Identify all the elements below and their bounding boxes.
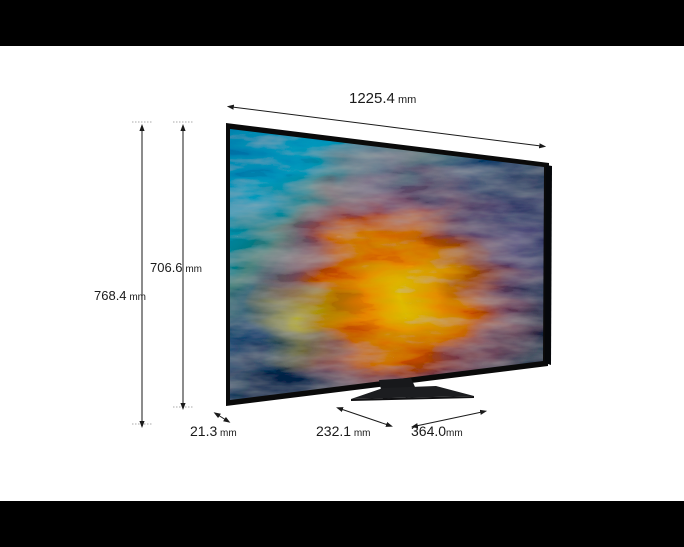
svg-text:21.3 mm: 21.3 mm xyxy=(190,423,237,439)
svg-text:706.6 mm: 706.6 mm xyxy=(150,260,202,275)
svg-text:768.4 mm: 768.4 mm xyxy=(94,288,146,303)
svg-text:364.0mm: 364.0mm xyxy=(411,423,463,439)
svg-text:1225.4 mm: 1225.4 mm xyxy=(349,90,416,107)
svg-text:232.1 mm: 232.1 mm xyxy=(316,423,371,439)
